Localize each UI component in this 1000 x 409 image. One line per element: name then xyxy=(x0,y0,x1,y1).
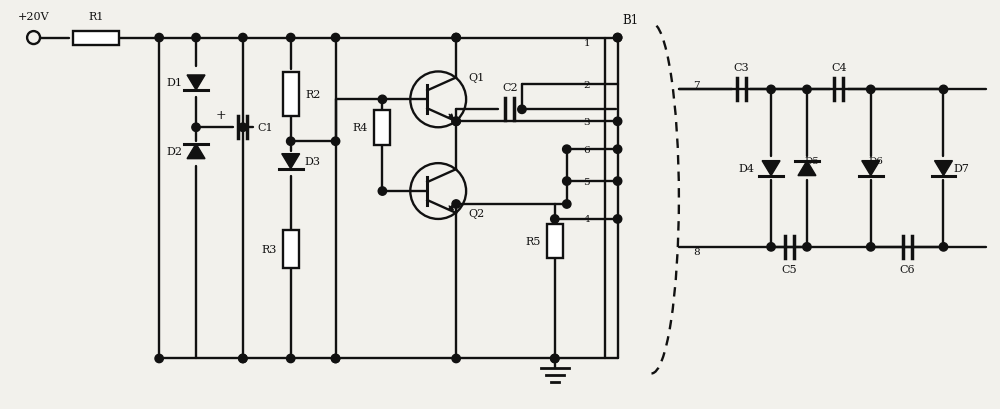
Text: 6: 6 xyxy=(583,145,590,154)
Polygon shape xyxy=(187,144,205,159)
Circle shape xyxy=(239,34,247,43)
Circle shape xyxy=(613,34,622,43)
Circle shape xyxy=(331,355,340,363)
Circle shape xyxy=(867,86,875,94)
Bar xyxy=(283,230,299,268)
Bar xyxy=(374,110,390,145)
Text: D3: D3 xyxy=(305,157,321,167)
Circle shape xyxy=(803,243,811,252)
Text: C3: C3 xyxy=(733,63,749,73)
Text: D4: D4 xyxy=(738,164,754,174)
Text: C2: C2 xyxy=(502,83,518,93)
Circle shape xyxy=(378,187,387,196)
Circle shape xyxy=(192,34,200,43)
Circle shape xyxy=(613,34,622,43)
Circle shape xyxy=(939,243,948,252)
Circle shape xyxy=(452,118,460,126)
Text: R4: R4 xyxy=(353,123,368,133)
Circle shape xyxy=(767,86,775,94)
Circle shape xyxy=(239,355,247,363)
Text: R3: R3 xyxy=(261,244,276,254)
Circle shape xyxy=(331,355,340,363)
Polygon shape xyxy=(187,76,205,91)
Text: D7: D7 xyxy=(953,164,969,174)
Circle shape xyxy=(378,96,387,104)
Circle shape xyxy=(452,118,460,126)
Bar xyxy=(547,225,563,258)
Circle shape xyxy=(287,355,295,363)
Bar xyxy=(283,73,299,117)
Circle shape xyxy=(613,215,622,224)
Text: +: + xyxy=(216,108,226,121)
Text: 1: 1 xyxy=(583,39,590,48)
Circle shape xyxy=(613,178,622,186)
Circle shape xyxy=(155,355,163,363)
Circle shape xyxy=(239,355,247,363)
Text: C4: C4 xyxy=(831,63,847,73)
Circle shape xyxy=(239,124,247,132)
Circle shape xyxy=(452,200,460,209)
Circle shape xyxy=(551,355,559,363)
Circle shape xyxy=(563,178,571,186)
Circle shape xyxy=(563,146,571,154)
Text: R1: R1 xyxy=(89,11,104,22)
Text: D1: D1 xyxy=(166,78,182,88)
Circle shape xyxy=(551,355,559,363)
Polygon shape xyxy=(762,161,780,176)
Bar xyxy=(73,31,119,45)
Text: D5: D5 xyxy=(805,156,819,165)
Polygon shape xyxy=(862,161,880,176)
Circle shape xyxy=(939,86,948,94)
Text: C5: C5 xyxy=(781,264,797,274)
Text: 3: 3 xyxy=(583,117,590,126)
Text: D6: D6 xyxy=(868,156,883,165)
Text: C6: C6 xyxy=(899,264,915,274)
Polygon shape xyxy=(282,154,300,169)
Text: R5: R5 xyxy=(525,236,541,246)
Circle shape xyxy=(551,215,559,224)
Text: B1: B1 xyxy=(623,14,639,27)
Circle shape xyxy=(192,124,200,132)
Text: +20V: +20V xyxy=(18,11,49,22)
Circle shape xyxy=(803,86,811,94)
Circle shape xyxy=(287,34,295,43)
Circle shape xyxy=(867,243,875,252)
Text: 7: 7 xyxy=(693,81,700,90)
Circle shape xyxy=(452,34,460,43)
Polygon shape xyxy=(798,161,816,176)
Circle shape xyxy=(563,200,571,209)
Text: 4: 4 xyxy=(583,215,590,224)
Circle shape xyxy=(613,146,622,154)
Circle shape xyxy=(331,34,340,43)
Circle shape xyxy=(331,138,340,146)
Circle shape xyxy=(452,34,460,43)
Circle shape xyxy=(287,138,295,146)
Circle shape xyxy=(613,118,622,126)
Text: D2: D2 xyxy=(166,147,182,157)
Circle shape xyxy=(155,34,163,43)
Text: R2: R2 xyxy=(305,90,320,100)
Text: Q2: Q2 xyxy=(468,209,484,218)
Text: 2: 2 xyxy=(583,81,590,90)
Text: Q1: Q1 xyxy=(468,73,484,83)
Circle shape xyxy=(518,106,526,114)
Text: C1: C1 xyxy=(257,123,273,133)
Polygon shape xyxy=(935,161,952,176)
Text: 8: 8 xyxy=(693,248,700,257)
Circle shape xyxy=(452,355,460,363)
Circle shape xyxy=(767,243,775,252)
Text: 5: 5 xyxy=(583,177,590,186)
